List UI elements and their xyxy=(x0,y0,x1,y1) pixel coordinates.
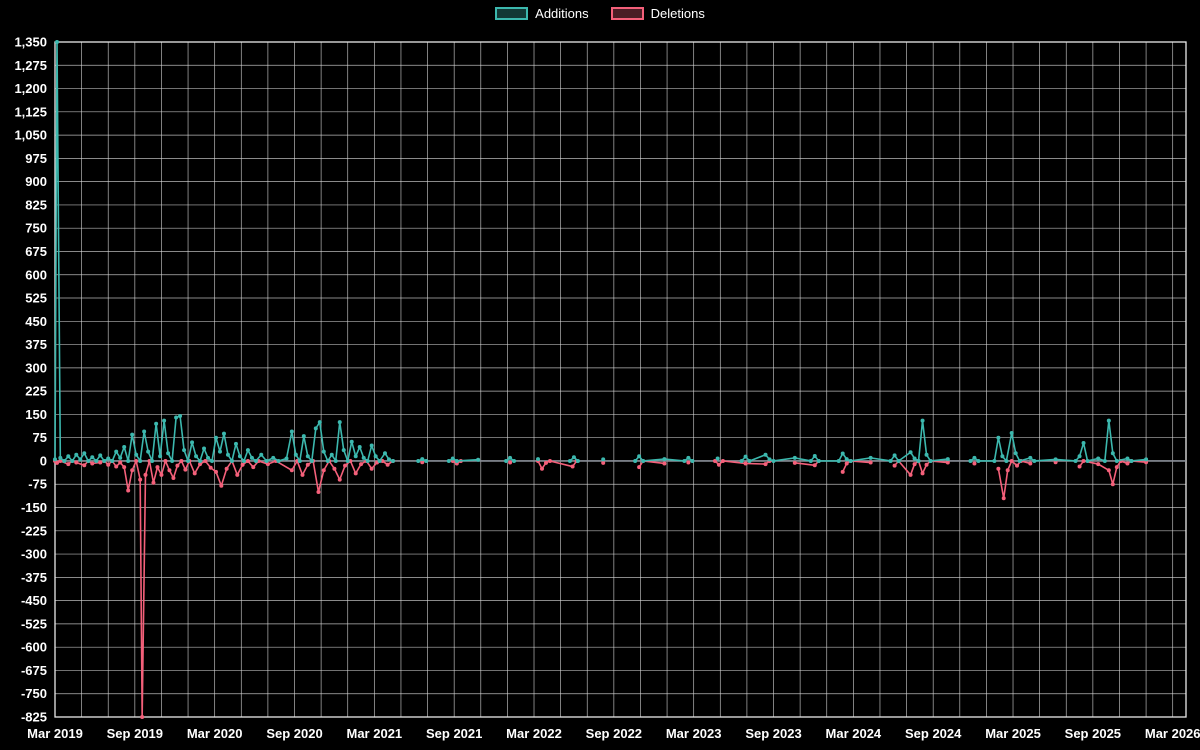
legend-item-deletions[interactable]: Deletions xyxy=(610,6,705,21)
svg-text:900: 900 xyxy=(25,174,47,189)
svg-text:1,125: 1,125 xyxy=(14,104,47,119)
svg-text:-600: -600 xyxy=(21,640,47,655)
svg-text:1,050: 1,050 xyxy=(14,128,47,143)
svg-text:1,275: 1,275 xyxy=(14,58,47,73)
svg-text:0: 0 xyxy=(40,453,47,468)
svg-text:-675: -675 xyxy=(21,663,47,678)
svg-text:Sep 2023: Sep 2023 xyxy=(745,726,801,741)
svg-text:Mar 2023: Mar 2023 xyxy=(666,726,722,741)
deletions-series[interactable] xyxy=(53,458,1149,719)
additions-swatch-icon xyxy=(495,7,529,20)
gridlines xyxy=(54,41,1186,718)
svg-text:-75: -75 xyxy=(28,477,47,492)
svg-text:-300: -300 xyxy=(21,547,47,562)
svg-text:Mar 2022: Mar 2022 xyxy=(506,726,562,741)
svg-text:300: 300 xyxy=(25,360,47,375)
svg-text:75: 75 xyxy=(33,430,47,445)
svg-text:Sep 2019: Sep 2019 xyxy=(107,726,163,741)
svg-text:1,200: 1,200 xyxy=(14,81,47,96)
svg-text:-375: -375 xyxy=(21,570,47,585)
deletions-swatch-icon xyxy=(610,7,644,20)
plot-border xyxy=(54,41,1187,718)
legend-label-additions: Additions xyxy=(535,6,589,21)
svg-text:675: 675 xyxy=(25,244,47,259)
svg-text:-450: -450 xyxy=(21,593,47,608)
additions-series[interactable] xyxy=(53,40,1149,463)
svg-text:Mar 2024: Mar 2024 xyxy=(826,726,882,741)
svg-text:150: 150 xyxy=(25,407,47,422)
svg-text:600: 600 xyxy=(25,267,47,282)
svg-text:Mar 2021: Mar 2021 xyxy=(347,726,403,741)
chart-legend: Additions Deletions xyxy=(0,6,1200,21)
svg-text:450: 450 xyxy=(25,314,47,329)
x-axis-labels: Mar 2019 Sep 2019 Mar 2020 Sep 2020 Mar 2021… xyxy=(27,726,1200,741)
svg-text:Mar 2025: Mar 2025 xyxy=(985,726,1041,741)
svg-text:-825: -825 xyxy=(21,710,47,725)
svg-text:Sep 2021: Sep 2021 xyxy=(426,726,482,741)
svg-text:-225: -225 xyxy=(21,523,47,538)
svg-text:-150: -150 xyxy=(21,500,47,515)
svg-text:-525: -525 xyxy=(21,616,47,631)
svg-text:975: 975 xyxy=(25,151,47,166)
svg-text:Mar 2026: Mar 2026 xyxy=(1145,726,1200,741)
svg-text:Sep 2022: Sep 2022 xyxy=(586,726,642,741)
svg-text:Mar 2020: Mar 2020 xyxy=(187,726,243,741)
svg-text:Sep 2024: Sep 2024 xyxy=(905,726,962,741)
svg-text:1,350: 1,350 xyxy=(14,35,47,50)
svg-text:Sep 2020: Sep 2020 xyxy=(266,726,322,741)
legend-item-additions[interactable]: Additions xyxy=(495,6,589,21)
legend-label-deletions: Deletions xyxy=(650,6,705,21)
svg-text:375: 375 xyxy=(25,337,47,352)
svg-text:Mar 2019: Mar 2019 xyxy=(27,726,83,741)
y-axis-labels: 1,3501,2751,2001,1251,050975900825750675… xyxy=(14,35,47,725)
svg-text:Sep 2025: Sep 2025 xyxy=(1065,726,1121,741)
svg-text:225: 225 xyxy=(25,384,47,399)
svg-text:825: 825 xyxy=(25,197,47,212)
svg-text:-750: -750 xyxy=(21,686,47,701)
svg-text:525: 525 xyxy=(25,291,47,306)
svg-text:750: 750 xyxy=(25,221,47,236)
